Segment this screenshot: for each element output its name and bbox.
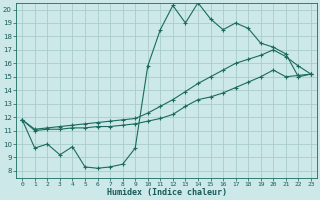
X-axis label: Humidex (Indice chaleur): Humidex (Indice chaleur) (107, 188, 227, 197)
